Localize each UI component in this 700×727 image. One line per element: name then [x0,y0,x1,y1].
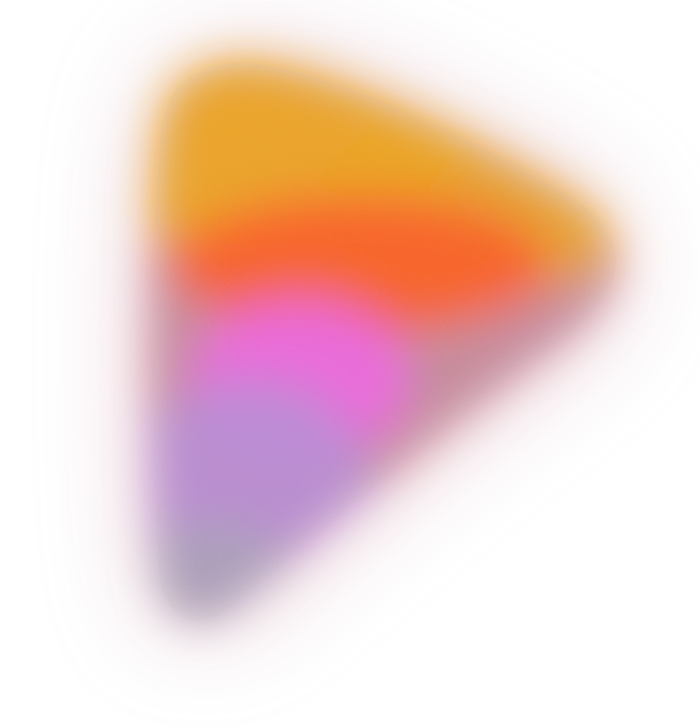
canvas [152,62,617,621]
grain-overlay [152,62,617,621]
gradient-blob [152,62,617,621]
